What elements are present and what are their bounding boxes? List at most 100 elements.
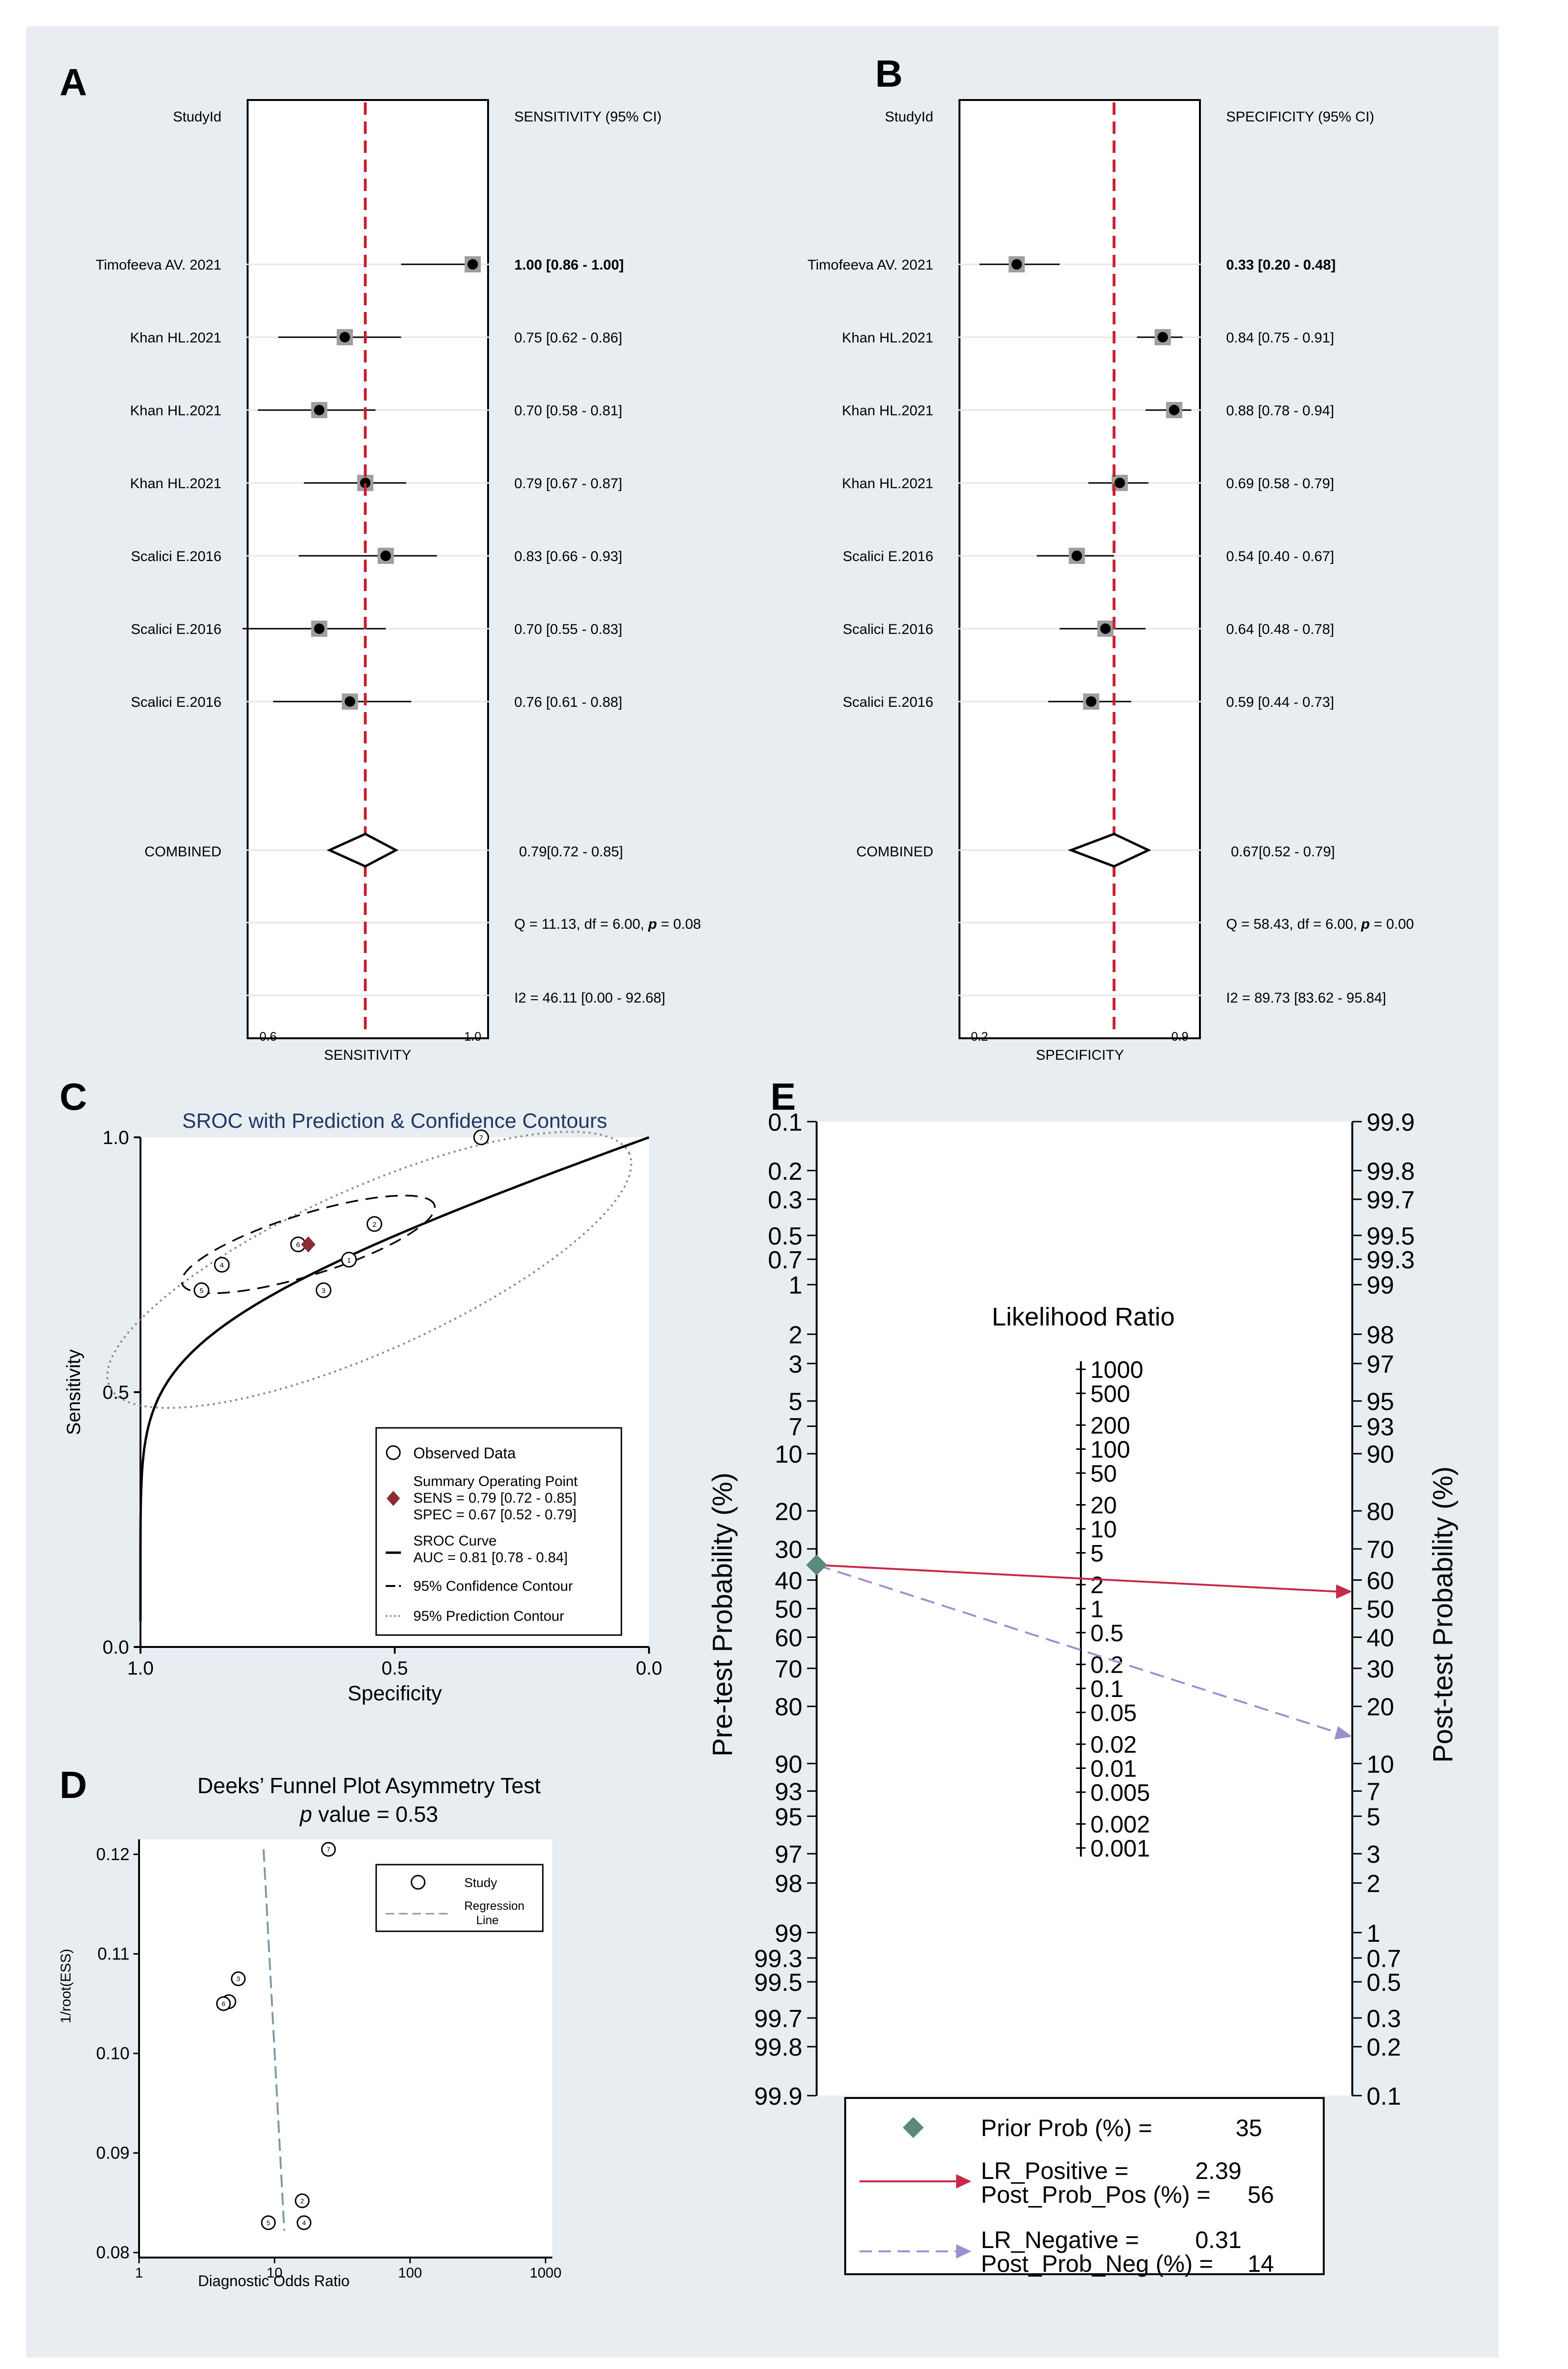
lr-tick-label: 20 xyxy=(1090,1492,1117,1519)
study-name: Timofeeva AV. 2021 xyxy=(96,257,221,273)
legend-ppn-value: 14 xyxy=(1248,2250,1274,2277)
legend-lrp-label: LR_Positive = xyxy=(981,2158,1129,2184)
forest-b-combined-value: 0.67[0.52 - 0.79] xyxy=(1231,844,1335,860)
forest-b-heterogeneity-q: Q = 58.43, df = 6.00, p = 0.00 xyxy=(1226,916,1414,932)
x-tick-label: 1.0 xyxy=(127,1658,154,1679)
forest-row: Scalici E.2016 0.83 [0.66 - 0.93] xyxy=(131,548,622,564)
study-point: 3 xyxy=(230,1971,246,1987)
left-tick-label: 40 xyxy=(775,1567,802,1595)
left-tick-label: 99.9 xyxy=(754,2083,802,2110)
left-tick-label: 7 xyxy=(789,1414,802,1441)
right-tick-label: 99.9 xyxy=(1367,1109,1415,1136)
right-tick-label: 99 xyxy=(1367,1272,1394,1299)
study-circle xyxy=(296,2215,311,2230)
legend-observed-icon xyxy=(386,1445,401,1460)
study-name: Khan HL.2021 xyxy=(842,330,933,346)
forest-b-rows: Timofeeva AV. 2021 0.33 [0.20 - 0.48] Khan… xyxy=(808,256,1336,710)
sroc-xlabel: Specificity xyxy=(348,1682,442,1705)
forest-plot-specificity: B StudyId SPECIFICITY (95% CI) Timofeeva… xyxy=(808,52,1414,1063)
study-ci-value: 0.69 [0.58 - 0.79] xyxy=(1226,476,1334,492)
forest-b-xlabel: SPECIFICITY xyxy=(1036,1047,1124,1063)
right-tick-label: 2 xyxy=(1367,1870,1380,1898)
y-tick-label: 1.0 xyxy=(102,1127,129,1148)
left-tick-label: 30 xyxy=(775,1536,802,1564)
sroc-ylabel: Sensitivity xyxy=(63,1349,84,1435)
left-tick-label: 5 xyxy=(789,1388,802,1416)
observed-circle xyxy=(473,1129,489,1145)
point-estimate xyxy=(467,259,478,270)
x-tick-label: 0.2 xyxy=(971,1029,988,1044)
lr-tick-label: 0.002 xyxy=(1090,1811,1150,1838)
sroc-ticks: 1.0 0.5 0.0 0.0 0.5 1.0 xyxy=(102,1127,662,1679)
deeks-title: Deeks’ Funnel Plot Asymmetry Test xyxy=(198,1773,541,1798)
fagan-right-label: Post-test Probability (%) xyxy=(1428,1466,1458,1763)
point-estimate xyxy=(380,551,391,561)
legend-prior-label: Prior Prob (%) = xyxy=(981,2115,1152,2141)
forest-a-combined-label: COMBINED xyxy=(144,844,221,860)
legend-sens: SENS = 0.79 [0.72 - 0.85] xyxy=(413,1490,577,1506)
sroc-legend-box xyxy=(375,1427,622,1636)
observed-point: 4 xyxy=(214,1257,230,1273)
lr-tick-label: 50 xyxy=(1090,1460,1117,1487)
point-estimate xyxy=(1086,696,1097,707)
deeks-ylabel: 1/root(ESS) xyxy=(58,1949,74,2024)
right-tick-label: 99.7 xyxy=(1367,1186,1415,1214)
panel-label-b: B xyxy=(875,52,903,95)
legend-study-icon xyxy=(410,1875,426,1890)
legend-ppp-value: 56 xyxy=(1248,2181,1274,2208)
right-tick-label: 0.5 xyxy=(1367,1969,1401,1997)
fagan-negative-line xyxy=(816,1564,1338,1734)
forest-b-header-ci: SPECIFICITY (95% CI) xyxy=(1226,109,1374,125)
sroc-title: SROC with Prediction & Confidence Contou… xyxy=(182,1109,608,1133)
deeks-xlabel: Diagnostic Odds Ratio xyxy=(198,2272,350,2289)
legend-study-label: Study xyxy=(464,1876,498,1890)
lr-tick-label: 10 xyxy=(1090,1516,1117,1543)
fagan-legend-box xyxy=(844,2097,1325,2275)
legend-regression-label-2: Line xyxy=(476,1914,499,1927)
observed-point: 2 xyxy=(366,1216,382,1232)
right-tick-label: 1 xyxy=(1367,1920,1380,1947)
study-name: Scalici E.2016 xyxy=(843,622,933,637)
forest-b-header-studyid: StudyId xyxy=(885,109,933,125)
observed-id: 1 xyxy=(347,1256,351,1265)
left-tick-label: 99.3 xyxy=(754,1945,802,1973)
point-estimate xyxy=(344,696,355,707)
study-id: 6 xyxy=(221,2000,225,2008)
forest-a-x-ticks: 0.6 1.0 xyxy=(260,1029,481,1044)
study-ci-value: 0.79 [0.67 - 0.87] xyxy=(514,476,622,492)
left-tick-label: 93 xyxy=(775,1778,802,1806)
point-estimate xyxy=(1157,332,1168,342)
study-name: Scalici E.2016 xyxy=(131,622,221,637)
left-tick-label: 98 xyxy=(775,1870,802,1898)
lr-tick-label: 1 xyxy=(1090,1596,1104,1623)
observed-point: 1 xyxy=(341,1252,357,1268)
study-name: Khan HL.2021 xyxy=(130,476,221,492)
forest-a-xlabel: SENSITIVITY xyxy=(324,1047,411,1063)
observed-id: 3 xyxy=(321,1287,325,1295)
x-tick-label: 1 xyxy=(135,2265,143,2281)
study-id: 5 xyxy=(267,2219,270,2227)
x-tick-label: 100 xyxy=(398,2265,422,2281)
right-tick-label: 40 xyxy=(1367,1625,1394,1652)
observed-point: 5 xyxy=(193,1282,210,1298)
right-tick-label: 20 xyxy=(1367,1694,1394,1721)
right-tick-label: 0.3 xyxy=(1367,2005,1401,2033)
study-name: Scalici E.2016 xyxy=(131,549,221,564)
left-tick-label: 50 xyxy=(775,1596,802,1624)
fagan-prior-marker xyxy=(806,1554,827,1576)
forest-row: Scalici E.2016 0.76 [0.61 - 0.88] xyxy=(131,693,622,710)
study-id: 4 xyxy=(302,2219,306,2227)
left-tick-label: 2 xyxy=(789,1321,802,1349)
panel-label-d: D xyxy=(60,1764,87,1806)
deeks-ticks: 1 10 100 1000 0.08 0.09 0.10 0.11 0.12 xyxy=(96,1844,561,2281)
observed-circle xyxy=(193,1282,210,1298)
left-tick-label: 99.7 xyxy=(754,2005,802,2033)
observed-id: 6 xyxy=(296,1241,300,1249)
fagan-nomogram: E Likelihood Ratio 0.10.20.30.50.7123571… xyxy=(707,1075,1458,2277)
right-tick-label: 3 xyxy=(1367,1841,1380,1868)
fagan-positive-line xyxy=(816,1564,1338,1593)
study-name: Khan HL.2021 xyxy=(842,403,933,419)
forest-row: Khan HL.2021 0.84 [0.75 - 0.91] xyxy=(842,329,1334,346)
forest-row: Scalici E.2016 0.70 [0.55 - 0.83] xyxy=(131,621,622,637)
